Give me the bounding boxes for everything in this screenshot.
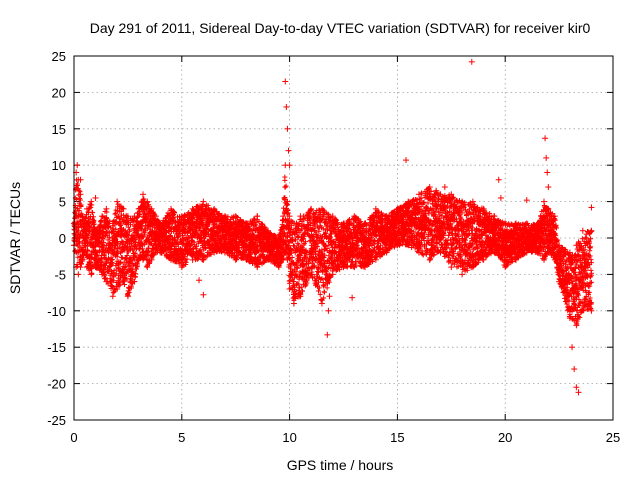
band-point [88, 259, 94, 265]
y-tick-label: -15 [47, 340, 66, 355]
band-point [76, 224, 82, 230]
x-tick-label: 20 [498, 430, 512, 445]
chart-title: Day 291 of 2011, Sidereal Day-to-day VTE… [90, 20, 591, 36]
x-tick-label: 5 [178, 430, 185, 445]
x-tick-label: 15 [390, 430, 404, 445]
x-tick-label: 10 [282, 430, 296, 445]
data-points [71, 58, 595, 396]
band-point [74, 181, 80, 187]
axis-ticks: -25 -20 -15 -10 -5 0 5 10 15 20 25 0 5 10 15 20 25 [47, 49, 620, 445]
band-point [76, 188, 82, 194]
band-point [282, 184, 288, 190]
x-tick-label: 0 [70, 430, 77, 445]
band-point [84, 233, 90, 239]
band-point [322, 289, 328, 295]
band-point [78, 261, 84, 267]
band-point [94, 249, 100, 255]
band-point [88, 205, 94, 211]
x-tick-label: 25 [606, 430, 620, 445]
y-tick-label: 10 [52, 158, 66, 173]
y-tick-label: -20 [47, 377, 66, 392]
y-tick-label: 25 [52, 49, 66, 64]
band-point [77, 197, 83, 203]
band-point [76, 208, 82, 214]
band-point [282, 174, 288, 180]
y-tick-label: 5 [59, 195, 66, 210]
band-point [91, 221, 97, 227]
y-tick-label: -25 [47, 413, 66, 428]
band-point [78, 202, 84, 208]
y-tick-label: 15 [52, 122, 66, 137]
y-tick-label: 0 [59, 231, 66, 246]
band-point [90, 210, 96, 216]
y-tick-label: 20 [52, 85, 66, 100]
y-tick-label: -10 [47, 304, 66, 319]
y-tick-label: -5 [54, 267, 66, 282]
